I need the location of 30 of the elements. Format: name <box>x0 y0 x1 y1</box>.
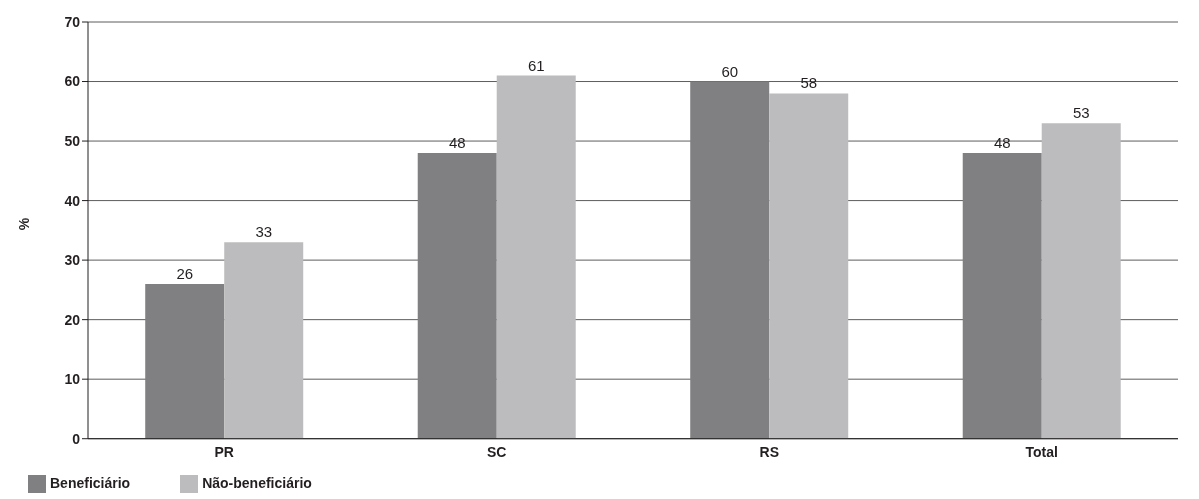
data-label: 48 <box>448 133 466 151</box>
bar <box>690 81 770 439</box>
y-axis-title: % <box>15 217 32 231</box>
y-tick-label: 40 <box>64 192 81 209</box>
data-label: 33 <box>255 223 273 241</box>
bar <box>496 75 576 439</box>
legend-label: Beneficiário <box>50 474 131 491</box>
data-label: 60 <box>721 62 739 80</box>
y-tick-label: 0 <box>72 430 81 447</box>
x-tick-label: Total <box>1025 443 1058 460</box>
bar <box>224 242 304 439</box>
bar <box>962 152 1042 439</box>
data-label: 48 <box>993 133 1011 151</box>
y-tick-label: 20 <box>64 311 81 328</box>
data-label: 26 <box>176 264 194 282</box>
legend-label: Não-beneficiário <box>202 474 312 491</box>
bar <box>1041 123 1121 439</box>
x-tick-label: SC <box>487 443 507 460</box>
x-tick-label: RS <box>759 443 779 460</box>
y-tick-label: 60 <box>64 73 81 90</box>
y-tick-label: 30 <box>64 252 81 269</box>
data-label: 61 <box>527 56 545 74</box>
data-label: 53 <box>1072 104 1090 122</box>
bar <box>417 152 497 439</box>
y-tick-label: 70 <box>64 13 81 30</box>
bar <box>145 283 225 439</box>
y-tick-label: 50 <box>64 133 81 150</box>
bar <box>769 93 849 439</box>
y-tick-label: 10 <box>64 371 81 388</box>
x-tick-label: PR <box>214 443 234 460</box>
